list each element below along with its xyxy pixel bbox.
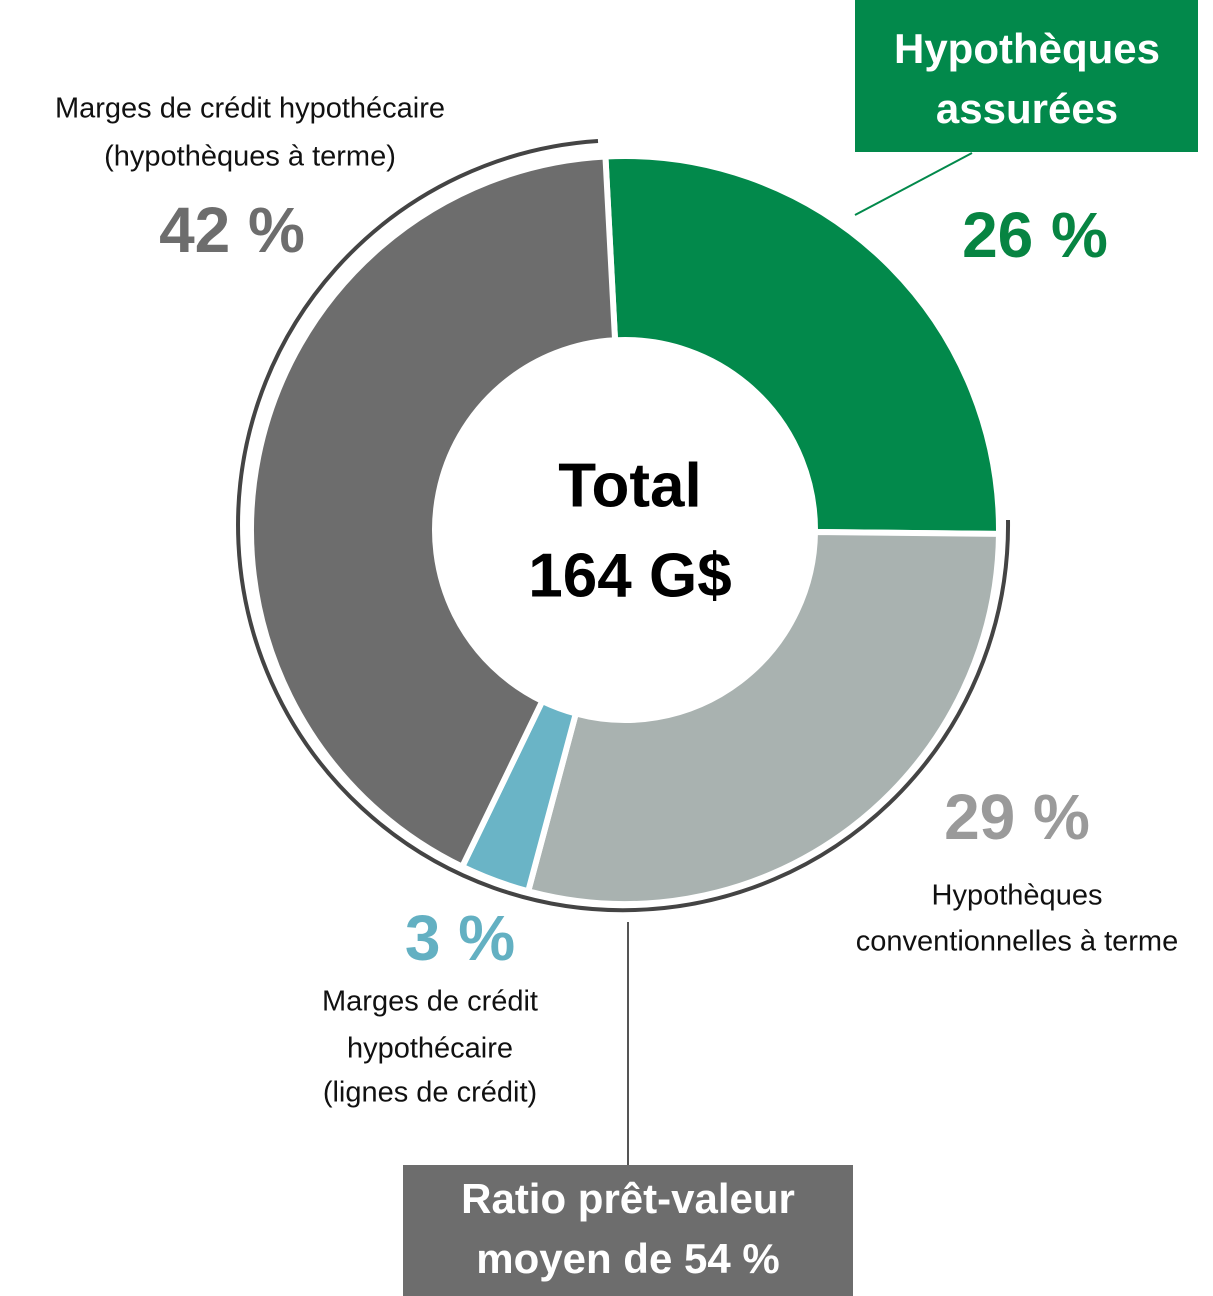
donut-segment <box>248 153 619 871</box>
category-label: conventionnelles à terme <box>856 926 1178 958</box>
annotation: Ratio prêt-valeur <box>461 1175 795 1222</box>
outline-arc <box>236 139 1011 913</box>
value-label: 3 % <box>405 902 515 974</box>
ltv-box <box>403 1165 853 1296</box>
category-label: Marges de crédit <box>322 986 538 1018</box>
insured-box <box>855 0 1198 152</box>
category-label: (hypothèques à terme) <box>104 141 396 173</box>
donut-segment <box>602 153 1002 537</box>
category-label: assurées <box>936 85 1118 132</box>
center-label: 164 G$ <box>528 541 731 610</box>
donut-hole <box>438 343 812 717</box>
category-label: (lignes de crédit) <box>323 1077 537 1109</box>
leader-line <box>854 152 973 216</box>
category-label: Hypothèques <box>894 25 1160 72</box>
category-label: Marges de crédit hypothécaire <box>55 93 445 125</box>
value-label: 29 % <box>944 781 1090 853</box>
value-label: 42 % <box>159 194 305 266</box>
center-label: Total <box>558 451 702 520</box>
category-label: hypothécaire <box>347 1033 513 1065</box>
donut-segment <box>524 528 1003 907</box>
value-label: 26 % <box>962 199 1108 271</box>
category-label: Hypothèques <box>932 880 1103 912</box>
annotation: moyen de 54 % <box>476 1235 779 1282</box>
